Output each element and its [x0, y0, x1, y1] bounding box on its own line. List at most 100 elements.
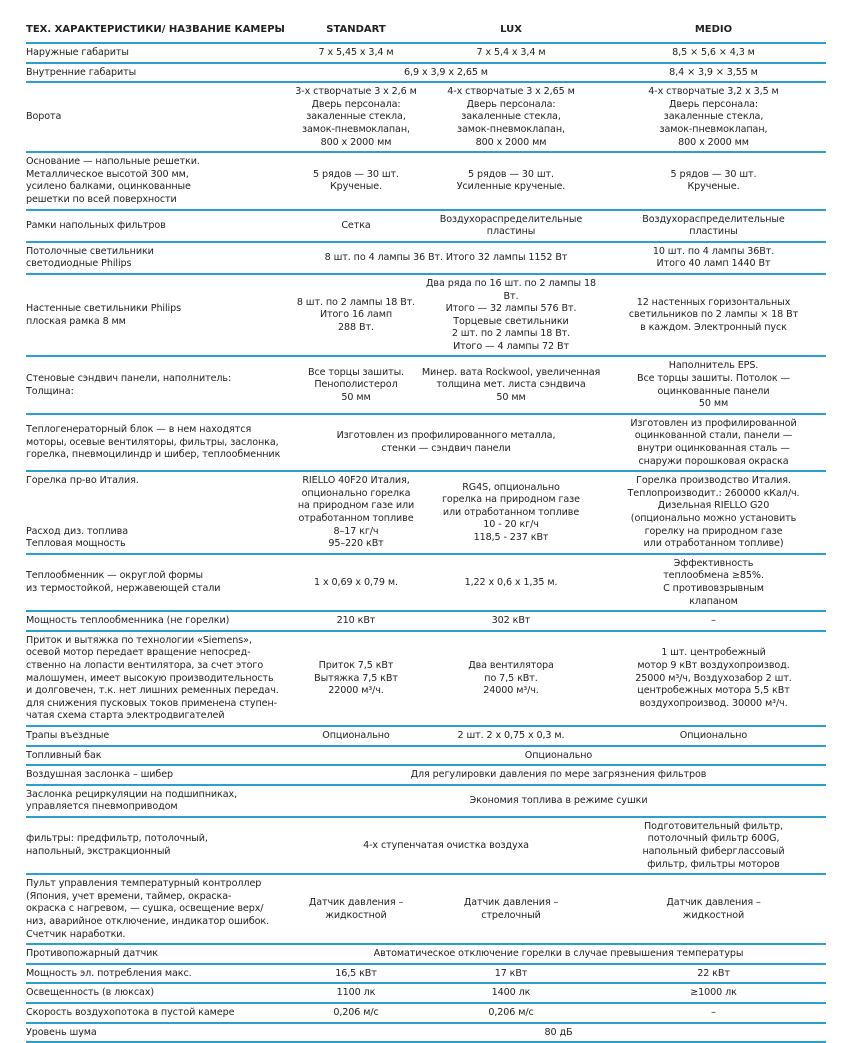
row-label: Трапы въездные	[26, 725, 291, 747]
row-value: 3-х створчатые 3 х 2,6 м Дверь персонала…	[291, 82, 421, 154]
row-value: Экономия топлива в режиме сушки	[291, 784, 826, 818]
table-row: Уровень шума 80 дБ	[26, 1022, 826, 1043]
row-value: 1,22 х 0,6 х 1,35 м.	[421, 553, 601, 613]
row-value: 0,206 м/с	[291, 1003, 421, 1024]
table-row: Потолочные светильники светодиодные Phil…	[26, 241, 826, 275]
row-label: Потолочные светильники светодиодные Phil…	[26, 241, 291, 275]
row-label: Теплогенераторный блок — в нем находятся…	[26, 413, 291, 473]
row-value: 17 кВт	[421, 963, 601, 985]
row-value: 12 настенных горизонтальных светильников…	[601, 273, 826, 358]
row-value: Изготовлен из профилированного металла, …	[291, 413, 601, 473]
row-label: Освещенность (в люксах)	[26, 983, 291, 1004]
row-value: 0,206 м/с	[421, 1003, 601, 1024]
row-value: 80 дБ	[291, 1022, 826, 1043]
row-label: Приток и вытяжка по технологии «Siemens»…	[26, 630, 291, 727]
row-value: 302 кВт	[421, 611, 601, 632]
row-value: Датчик давления – стрелочный	[421, 874, 601, 946]
row-value: Горелка производство Италия. Теплопроизв…	[601, 471, 826, 555]
row-value: –	[601, 611, 826, 632]
table-row: Стеновые сэндвич панели, наполнитель: То…	[26, 356, 826, 415]
row-value: Эффективность теплообмена ≥85%. С против…	[601, 553, 826, 613]
row-value: 22 кВт	[601, 963, 826, 985]
row-value: 7 х 5,45 х 3,4 м	[291, 43, 421, 64]
table-row: Трапы въездные Опционально 2 шт. 2 х 0,75 …	[26, 725, 826, 747]
row-value: 5 рядов — 30 шт. Усиленные крученые.	[421, 152, 601, 211]
row-value: 7 х 5,4 х 3,4 м	[421, 43, 601, 64]
row-value: 1 х 0,69 х 0,79 м.	[291, 553, 421, 613]
row-value: 5 рядов — 30 шт. Крученые.	[601, 152, 826, 211]
header-medio: MEDIO	[601, 22, 826, 44]
table-row: Теплообменник — округлой формы из термос…	[26, 553, 826, 613]
row-value: Датчик давления – жидкостной	[291, 874, 421, 946]
row-label: Настенные светильники Philips плоская ра…	[26, 273, 291, 358]
table-row: Скорость воздухопотока в пустой камере 0,…	[26, 1003, 826, 1024]
row-value: ≥1000 лк	[601, 983, 826, 1004]
row-value: 16,5 кВт	[291, 963, 421, 985]
row-value: –	[601, 1003, 826, 1024]
row-value: Два ряда по 16 шт. по 2 лампы 18 Вт. Ито…	[421, 273, 601, 358]
row-value: 10 шт. по 4 лампы 36Вт. Итого 40 ламп 14…	[601, 241, 826, 275]
row-value: 8 шт. по 4 лампы 36 Вт. Итого 32 лампы 1…	[291, 241, 601, 275]
header-row: ТЕХ. ХАРАКТЕРИСТИКИ/ НАЗВАНИЕ КАМЕРЫ STA…	[26, 22, 826, 44]
row-value: 1100 лк	[291, 983, 421, 1004]
row-value: Два вентилятора по 7,5 кВт. 24000 м³/ч.	[421, 630, 601, 727]
row-value: Наполнитель EPS. Все торцы зашиты. Потол…	[601, 356, 826, 415]
row-value: Все торцы зашиты. Пенополистерол 50 мм	[291, 356, 421, 415]
row-label: фильтры: предфильтр, потолочный, напольн…	[26, 816, 291, 876]
table-row: Заслонка рециркуляции на подшипниках, уп…	[26, 784, 826, 818]
row-label: Рамки напольных фильтров	[26, 209, 291, 243]
row-value: Сетка	[291, 209, 421, 243]
row-value: 8,4 × 3,9 × 3,55 м	[601, 62, 826, 84]
row-value: Воздухораспределительные пластины	[421, 209, 601, 243]
row-value: 8,5 × 5,6 × 4,3 м	[601, 43, 826, 64]
table-row: Настенные светильники Philips плоская ра…	[26, 273, 826, 358]
row-value: Опционально	[291, 725, 421, 747]
table-row: Внутренние габариты 6,9 х 3,9 х 2,65 м 8,4…	[26, 62, 826, 84]
row-label: Скорость воздухопотока в пустой камере	[26, 1003, 291, 1024]
header-lux: LUX	[421, 22, 601, 44]
row-value: 8 шт. по 2 лампы 18 Вт. Итого 16 ламп 28…	[291, 273, 421, 358]
row-label: Теплообменник — округлой формы из термос…	[26, 553, 291, 613]
row-label: Заслонка рециркуляции на подшипниках, уп…	[26, 784, 291, 818]
row-label: Наружные габариты	[26, 43, 291, 64]
row-value: RIELLO 40F20 Италия, опционально горелка…	[291, 471, 421, 555]
row-value: 2 шт. 2 х 0,75 х 0,3 м.	[421, 725, 601, 747]
row-value: Приток 7,5 кВт Вытяжка 7,5 кВт 22000 м³/…	[291, 630, 421, 727]
row-label: Ворота	[26, 82, 291, 154]
table-row: Горелка пр-во Италия. Расход диз. топлив…	[26, 471, 826, 555]
row-label: Воздушная заслонка – шибер	[26, 765, 291, 786]
row-value: Автоматическое отключение горелки в случ…	[291, 944, 826, 965]
row-value: Датчик давления – жидкостной	[601, 874, 826, 946]
row-value: 5 рядов — 30 шт. Крученые.	[291, 152, 421, 211]
table-row: Пульт управления температурный контролле…	[26, 874, 826, 946]
table-row: Воздушная заслонка – шибер Для регулировк…	[26, 765, 826, 786]
row-label: Основание — напольные решетки. Металличе…	[26, 152, 291, 211]
row-label: Противопожарный датчик	[26, 944, 291, 965]
table-row: Освещенность (в люксах) 1100 лк 1400 лк ≥10…	[26, 983, 826, 1004]
row-value: 210 кВт	[291, 611, 421, 632]
row-label: Мощность эл. потребления макс.	[26, 963, 291, 985]
row-value: Минер. вата Rockwool, увеличенная толщин…	[421, 356, 601, 415]
row-value: Для регулировки давления по мере загрязн…	[291, 765, 826, 786]
table-row: фильтры: предфильтр, потолочный, напольн…	[26, 816, 826, 876]
table-row: Теплогенераторный блок — в нем находятся…	[26, 413, 826, 473]
row-label: Горелка пр-во Италия. Расход диз. топлив…	[26, 471, 291, 555]
row-value: 1400 лк	[421, 983, 601, 1004]
table-row: Мощность эл. потребления макс. 16,5 кВт 17…	[26, 963, 826, 985]
row-value: Изготовлен из профилированной оцинкованн…	[601, 413, 826, 473]
table-row: Мощность теплообменника (не горелки) 210 …	[26, 611, 826, 632]
row-value: Опционально	[601, 725, 826, 747]
row-value: RG4S, опционально горелка на природном г…	[421, 471, 601, 555]
row-label: Топливный бак	[26, 745, 291, 767]
row-value: 1 шт. центробежный мотор 9 кВт воздухопр…	[601, 630, 826, 727]
header-standart: STANDART	[291, 22, 421, 44]
row-label: Пульт управления температурный контролле…	[26, 874, 291, 946]
row-value: Опционально	[291, 745, 826, 767]
row-label: Стеновые сэндвич панели, наполнитель: То…	[26, 356, 291, 415]
spec-table: ТЕХ. ХАРАКТЕРИСТИКИ/ НАЗВАНИЕ КАМЕРЫ STA…	[26, 22, 826, 1043]
table-row: Топливный бак Опционально	[26, 745, 826, 767]
table-row: Приток и вытяжка по технологии «Siemens»…	[26, 630, 826, 727]
row-value: 6,9 х 3,9 х 2,65 м	[291, 62, 601, 84]
